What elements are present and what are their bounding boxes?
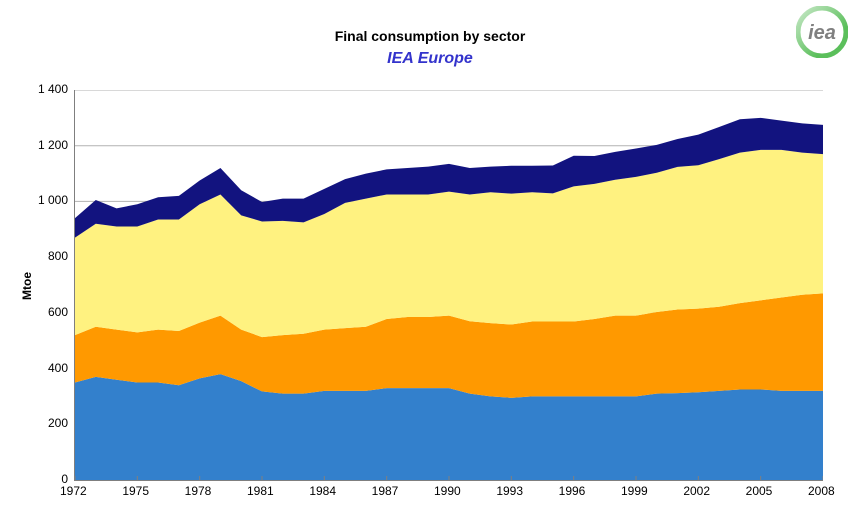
plot-area (74, 90, 823, 481)
y-tick-label: 200 (48, 416, 68, 430)
x-tick-label: 1984 (309, 484, 336, 498)
x-tick-label: 2005 (746, 484, 773, 498)
y-tick-label: 1 000 (38, 193, 68, 207)
x-tick-label: 1978 (185, 484, 212, 498)
x-tick-label: 1990 (434, 484, 461, 498)
x-tick-label: 1996 (559, 484, 586, 498)
y-axis-label: Mtoe (20, 272, 34, 300)
x-tick-label: 1975 (122, 484, 149, 498)
y-tick-label: 800 (48, 249, 68, 263)
y-tick-label: 600 (48, 305, 68, 319)
page-root: iea Final consumption by sector IEA Euro… (0, 0, 860, 515)
x-tick-label: 2008 (808, 484, 835, 498)
chart-subtitle: IEA Europe (0, 50, 860, 68)
x-tick-label: 1987 (372, 484, 399, 498)
x-tick-label: 1999 (621, 484, 648, 498)
y-tick-label: 1 400 (38, 82, 68, 96)
x-tick-label: 2002 (683, 484, 710, 498)
chart-title: Final consumption by sector (0, 28, 860, 44)
x-tick-label: 1993 (496, 484, 523, 498)
x-tick-label: 1972 (60, 484, 87, 498)
x-tick-label: 1981 (247, 484, 274, 498)
y-tick-label: 1 200 (38, 138, 68, 152)
y-tick-label: 400 (48, 361, 68, 375)
